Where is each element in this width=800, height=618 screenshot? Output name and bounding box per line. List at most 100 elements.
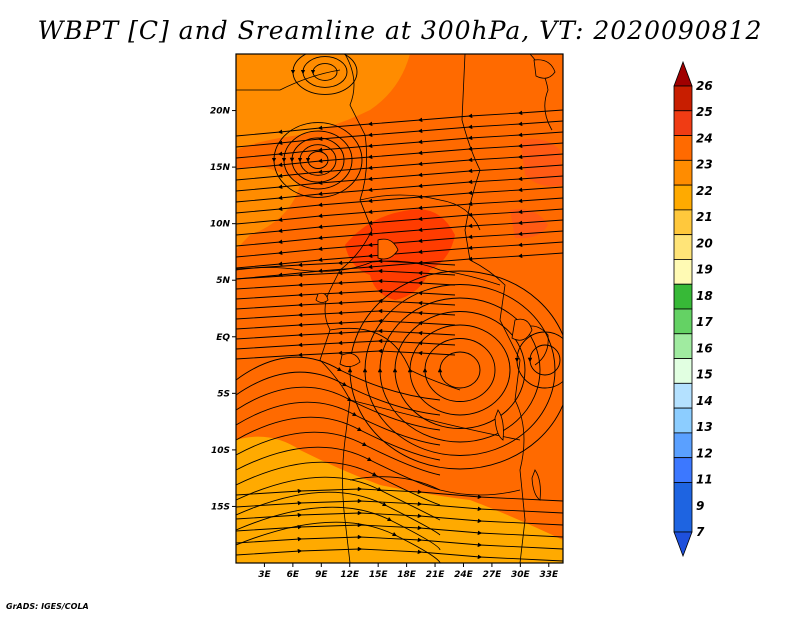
colorbar-cell (673, 457, 693, 483)
lon-tick-label: 24E (454, 570, 474, 580)
streamline (236, 308, 456, 320)
colorbar-label: 17 (696, 315, 713, 329)
colorbar-cell (673, 110, 693, 136)
lat-tick-label: 5S (217, 389, 230, 399)
streamline (236, 510, 563, 526)
streamline (305, 151, 329, 169)
streamline (300, 56, 348, 88)
colorbar-label: 26 (696, 79, 713, 93)
colorbar-cell (673, 259, 693, 285)
streamline (236, 486, 563, 502)
lon-tick-label: 18E (397, 570, 417, 580)
colorbar-label: 19 (696, 263, 713, 277)
streamlines (236, 54, 563, 563)
lon-tick-label: 27E (483, 570, 503, 580)
streamline (290, 54, 358, 95)
colorbar-cell (673, 382, 693, 409)
lat-tick-label: 15S (211, 502, 230, 512)
colorbar-label: 11 (696, 473, 713, 487)
wbpt-northeast-patch (520, 138, 563, 187)
lon-tick-label: 15E (369, 570, 389, 580)
streamline (236, 522, 563, 538)
colorbar-cell (673, 358, 693, 384)
streamline (236, 328, 456, 340)
lat-tick-label: 10N (210, 220, 231, 230)
colorbar-label: 23 (696, 158, 713, 172)
streamline (437, 351, 481, 389)
colorbar-label: 25 (696, 105, 713, 119)
colorbar-label: 7 (696, 525, 705, 539)
colorbar-cell (673, 333, 693, 359)
colorbar-cell (673, 407, 693, 434)
figure-title: WBPT [C] and Sreamline at 300hPa, VT: 20… (37, 16, 763, 45)
colorbar-top-arrow (673, 60, 693, 87)
map-panel: 20N 15N 10N 5N EQ 5S 10S 15S 3E 6E 9E 12E 15E 18E 21E… (210, 53, 564, 580)
colorbar-cell (673, 209, 693, 236)
lon-tick-label: 6E (287, 570, 300, 580)
colorbar-label: 16 (696, 341, 713, 355)
streamline (236, 546, 563, 562)
lat-tick-label: 5N (216, 276, 230, 286)
streamline (236, 431, 441, 476)
colorbar-label: 21 (696, 210, 713, 224)
streamline (347, 270, 563, 470)
colorbar-cell (673, 184, 693, 211)
colorbar-label: 18 (696, 289, 713, 303)
streamline (362, 284, 556, 456)
streamline (236, 348, 456, 360)
lon-tick-label: 12E (340, 570, 360, 580)
streamline (392, 311, 526, 429)
streamline (236, 258, 456, 270)
colorbar-bottom-arrow (673, 531, 693, 558)
streamline (281, 130, 353, 190)
colorbar-label: 14 (696, 394, 713, 408)
lake-outlines (315, 59, 556, 501)
streamline (236, 416, 441, 461)
streamline (236, 278, 456, 290)
lat-tick-label: 20N (210, 107, 231, 117)
colorbar-cell (673, 85, 693, 112)
streamline (236, 318, 456, 330)
lat-tick-label: 10S (211, 446, 230, 456)
streamline (236, 446, 441, 491)
colorbar-label: 15 (696, 368, 713, 382)
streamline (236, 298, 456, 310)
colorbar-label: 13 (696, 420, 713, 434)
colorbar-cell (673, 159, 693, 186)
latitude-axis: 20N 15N 10N 5N EQ 5S 10S 15S (210, 107, 236, 512)
streamline (236, 268, 456, 280)
lon-tick-label: 33E (539, 570, 559, 580)
lat-tick-label: 15N (210, 163, 231, 173)
streamline (236, 356, 441, 401)
lon-tick-label: 3E (258, 570, 271, 580)
streamline (236, 498, 563, 514)
streamline (236, 338, 456, 350)
streamline (271, 122, 363, 198)
colorbar-label: 22 (696, 184, 713, 198)
streamline (236, 371, 441, 416)
colorbar-label: 12 (696, 446, 713, 460)
colorbar-cell (673, 135, 693, 161)
streamline (422, 338, 496, 402)
colorbar-cell (673, 308, 693, 335)
colorbar-label: 9 (696, 499, 704, 513)
longitude-axis: 3E 6E 9E 12E 15E 18E 21E 24E 27E 30E 33E (258, 563, 559, 580)
colorbar: 26 25 24 23 22 21 20 19 18 17 16 15 14 13 12 11 9 7 (673, 60, 713, 558)
colorbar-label: 20 (696, 236, 713, 250)
grads-credit: GrADS: IGES/COLA (6, 602, 89, 611)
streamline (289, 137, 345, 183)
streamline (310, 63, 338, 81)
streamline (527, 344, 561, 376)
lon-tick-label: 21E (426, 570, 446, 580)
lon-tick-label: 9E (315, 570, 328, 580)
country-borders (236, 54, 553, 563)
colorbar-label: 24 (696, 131, 713, 145)
streamline (297, 144, 337, 176)
lon-tick-label: 30E (511, 570, 531, 580)
colorbar-cell (673, 432, 693, 459)
streamline (514, 331, 563, 389)
streamline (236, 288, 456, 300)
colorbar-cell (673, 283, 693, 310)
lat-tick-label: EQ (216, 333, 230, 343)
